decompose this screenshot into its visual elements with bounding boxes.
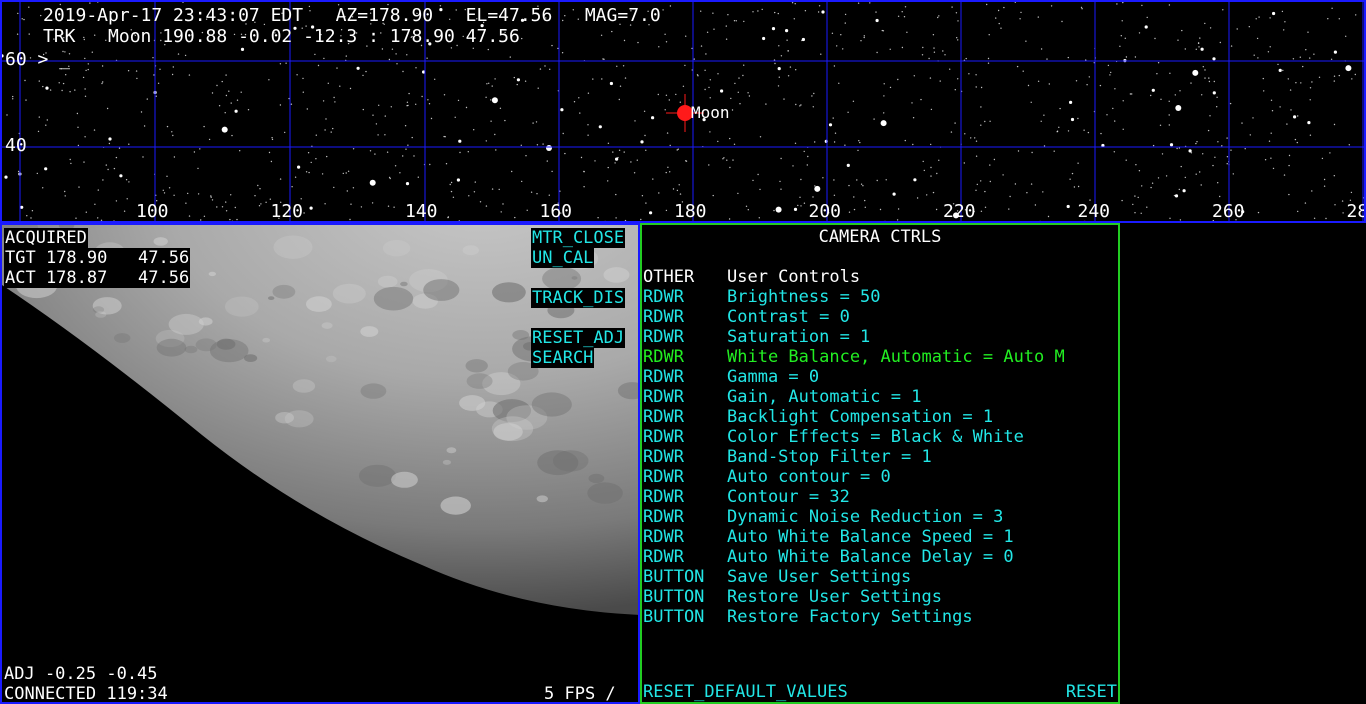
mtr-close-button[interactable]: MTR_CLOSE <box>531 228 626 248</box>
star-field <box>2 2 1364 221</box>
control-row[interactable]: RDWR Gain, Automatic = 1 <box>643 387 921 407</box>
control-button-row[interactable]: BUTTON Restore Factory Settings <box>643 607 973 627</box>
control-access-type: RDWR <box>643 307 684 327</box>
control-access-type: RDWR <box>643 427 684 447</box>
control-access-type: RDWR <box>643 547 684 567</box>
control-access-type: RDWR <box>643 367 684 387</box>
control-access-type: RDWR <box>643 527 684 547</box>
control-row[interactable]: RDWR Gamma = 0 <box>643 367 819 387</box>
control-label-value: Saturation = 1 <box>727 327 871 347</box>
track-dis-button[interactable]: TRACK_DIS <box>531 288 626 308</box>
status-line-tracking: TRK Moon 190.88 -0.02 -12.3 : 178.90 47.… <box>43 26 520 47</box>
control-access-type: RDWR <box>643 507 684 527</box>
section-header: OTHER User Controls <box>643 267 860 287</box>
control-access-type: RDWR <box>643 447 684 467</box>
control-access-type: RDWR <box>643 287 684 307</box>
panel-title: CAMERA CTRLS <box>818 227 942 247</box>
azimuth-tick-label: 260 <box>1212 201 1245 222</box>
control-row[interactable]: RDWR Color Effects = Black & White <box>643 427 1024 447</box>
azimuth-tick-label: 28 <box>1346 201 1365 222</box>
reset-button[interactable]: RESET <box>1065 682 1117 702</box>
sky-chart[interactable]: 2019-Apr-17 23:43:07 EDT AZ=178.90 EL=47… <box>0 0 1366 223</box>
un-cal-button[interactable]: UN_CAL <box>531 248 595 268</box>
control-row[interactable]: RDWR Brightness = 50 <box>643 287 881 307</box>
control-button-row[interactable]: BUTTON Save User Settings <box>643 567 911 587</box>
actual-coordinates: ACT 178.87 47.56 <box>4 268 191 288</box>
control-row[interactable]: RDWR White Balance, Automatic = Auto M <box>643 347 1065 367</box>
control-row[interactable]: RDWR Auto contour = 0 <box>643 467 891 487</box>
control-label-value: Restore User Settings <box>727 587 942 607</box>
control-row[interactable]: RDWR Contour = 32 <box>643 487 850 507</box>
control-label-value: Brightness = 50 <box>727 287 881 307</box>
status-line-time-position: 2019-Apr-17 23:43:07 EDT AZ=178.90 EL=47… <box>43 5 661 26</box>
control-row[interactable]: RDWR Backlight Compensation = 1 <box>643 407 993 427</box>
control-label-value: Band-Stop Filter = 1 <box>727 447 932 467</box>
control-access-type: RDWR <box>643 487 684 507</box>
control-label-value: Gain, Automatic = 1 <box>727 387 922 407</box>
target-coordinates: TGT 178.90 47.56 <box>4 248 191 268</box>
control-label-value: Color Effects = Black & White <box>727 427 1024 447</box>
control-label-value: Gamma = 0 <box>727 367 820 387</box>
azimuth-tick-label: 160 <box>539 201 573 222</box>
azimuth-tick-label: 140 <box>405 201 438 222</box>
camera-controls-panel: CAMERA CTRLS OTHER User Controls RDWR Brig… <box>640 223 1120 704</box>
connection-status: CONNECTED 119:34 <box>4 684 168 704</box>
control-access-type: BUTTON <box>643 607 705 627</box>
reset-default-values-button[interactable]: RESET_DEFAULT_VALUES <box>643 682 848 702</box>
control-label-value: Contour = 32 <box>727 487 850 507</box>
moon-target-marker[interactable] <box>666 94 704 132</box>
section-kind: OTHER <box>643 267 695 287</box>
adjust-offset: ADJ -0.25 -0.45 <box>4 664 158 684</box>
control-label-value: Auto White Balance Delay = 0 <box>727 547 1014 567</box>
azimuth-tick-label: 200 <box>808 201 842 222</box>
reset-adj-button[interactable]: RESET_ADJ <box>531 328 626 348</box>
control-label-value: Contrast = 0 <box>727 307 850 327</box>
control-access-type: RDWR <box>643 407 684 427</box>
control-row[interactable]: RDWR Band-Stop Filter = 1 <box>643 447 932 467</box>
control-row[interactable]: RDWR Auto White Balance Speed = 1 <box>643 527 1014 547</box>
section-name: User Controls <box>727 267 861 287</box>
azimuth-tick-label: 180 <box>674 201 707 222</box>
azimuth-tick-label: 220 <box>943 201 976 222</box>
frame-rate: 5 FPS / <box>544 684 616 704</box>
control-label-value: Restore Factory Settings <box>727 607 973 627</box>
azimuth-tick-label: 120 <box>270 201 304 222</box>
command-prompt[interactable]: 60 > _ <box>5 49 71 70</box>
control-label-value: Dynamic Noise Reduction = 3 <box>727 507 1004 527</box>
control-access-type: BUTTON <box>643 587 705 607</box>
control-access-type: RDWR <box>643 327 684 347</box>
control-label-value: Backlight Compensation = 1 <box>727 407 994 427</box>
sky-grid <box>2 2 1364 221</box>
control-access-type: RDWR <box>643 347 684 367</box>
sky-chart-canvas <box>2 2 1364 221</box>
control-row[interactable]: RDWR Auto White Balance Delay = 0 <box>643 547 1014 567</box>
control-label-value: Auto contour = 0 <box>727 467 891 487</box>
control-row[interactable]: RDWR Saturation = 1 <box>643 327 870 347</box>
azimuth-tick-label: 240 <box>1077 201 1111 222</box>
control-row[interactable]: RDWR Dynamic Noise Reduction = 3 <box>643 507 1003 527</box>
camera-view[interactable]: ACQUIRED TGT 178.90 47.56 ACT 178.87 47.… <box>0 223 640 704</box>
control-row[interactable]: RDWR Contrast = 0 <box>643 307 850 327</box>
target-label: Moon <box>691 103 730 122</box>
control-access-type: RDWR <box>643 467 684 487</box>
control-label-value: Save User Settings <box>727 567 912 587</box>
control-access-type: RDWR <box>643 387 684 407</box>
azimuth-tick-label: 100 <box>136 201 169 222</box>
acquired-status: ACQUIRED <box>4 228 88 248</box>
search-button[interactable]: SEARCH <box>531 348 595 368</box>
control-button-row[interactable]: BUTTON Restore User Settings <box>643 587 942 607</box>
control-label-value: White Balance, Automatic = Auto M <box>727 347 1065 367</box>
control-label-value: Auto White Balance Speed = 1 <box>727 527 1014 547</box>
control-access-type: BUTTON <box>643 567 705 587</box>
elevation-label-40: 40 <box>5 135 27 156</box>
